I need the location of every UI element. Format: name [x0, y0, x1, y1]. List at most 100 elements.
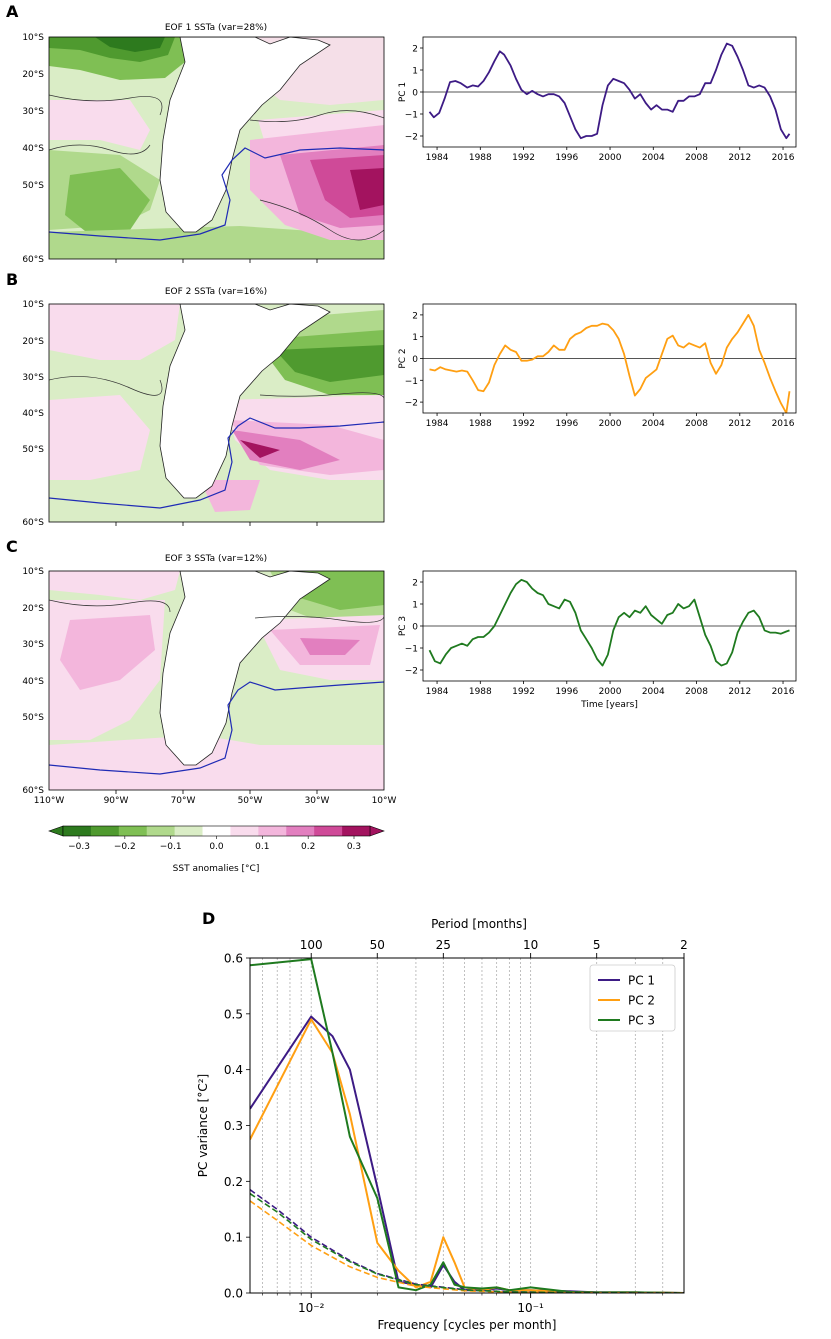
- x-axis-label: Frequency [cycles per month]: [378, 1318, 557, 1332]
- x-tick-label: 2012: [728, 687, 751, 697]
- x-tick-label: 2008: [685, 153, 708, 163]
- x-tick-label: 1996: [555, 687, 578, 697]
- y-tick-label: −2: [405, 667, 418, 677]
- map-c: EOF 3 SSTa (var=12%): [48, 554, 385, 791]
- legend-label: PC 2: [628, 994, 655, 1008]
- legend-label: PC 1: [628, 974, 655, 988]
- colorbar-label: SST anomalies [°C]: [173, 864, 260, 874]
- x-tick-label: 1988: [469, 687, 492, 697]
- y-tick-label: −2: [405, 133, 418, 143]
- legend-frame: [589, 964, 676, 1032]
- map-b: EOF 2 SSTa (var=16%): [48, 287, 385, 523]
- panel-letter-a: A: [6, 2, 19, 21]
- y-tick-label: 2: [412, 45, 418, 55]
- x-tick-label: 1992: [512, 419, 535, 429]
- colorbar-swatch: [146, 826, 175, 836]
- pc2-timeseries: −2 −1 0 1 2 1984 1988 1992 1996 2000 2004 2008 2012 2…: [398, 303, 797, 429]
- lat-tick: 30°S: [22, 373, 44, 383]
- y-tick-label: 0.6: [224, 952, 243, 966]
- y-tick-label: −1: [405, 645, 418, 655]
- series-line: [428, 42, 791, 140]
- map-c-title: EOF 3 SSTa (var=12%): [165, 554, 267, 564]
- x-tick-label: 2004: [642, 153, 665, 163]
- x-tick-label: 2012: [728, 419, 751, 429]
- lat-tick: 60°S: [22, 518, 44, 528]
- colorbar-swatch: [118, 826, 148, 836]
- lat-tick: 50°S: [22, 445, 44, 455]
- y-tick-label: 1: [412, 601, 418, 611]
- colorbar-tick-label: 0.1: [255, 842, 269, 852]
- lat-tick: 20°S: [22, 70, 44, 80]
- x-tick-label: 2012: [728, 153, 751, 163]
- x-tick-label: 1984: [426, 153, 449, 163]
- top-tick-label: 2: [680, 938, 688, 952]
- x-tick-label: 2016: [772, 153, 795, 163]
- lat-tick: 50°S: [22, 181, 44, 191]
- legend: PC 1 PC 2 PC 3: [589, 964, 676, 1032]
- top-tick-label: 100: [300, 938, 323, 952]
- x-tick-label: 2000: [599, 153, 622, 163]
- colorbar-extend-low: [48, 825, 64, 837]
- y-tick-label: −1: [405, 111, 418, 121]
- y-axis-label: PC 2: [398, 348, 408, 368]
- colorbar-tick-label: 0.2: [301, 842, 315, 852]
- colorbar: −0.3 −0.2 −0.1 0.0 0.1 0.2 0.3: [48, 825, 385, 852]
- pc-variance-spectrum: 0.0 0.1 0.2 0.3 0.4 0.5 0.6 PC variance [°C²] 10…: [196, 917, 688, 1332]
- top-axis-label: Period [months]: [431, 917, 527, 931]
- x-tick-label: 1988: [469, 419, 492, 429]
- x-axis-label: Time [years]: [580, 700, 638, 710]
- y-tick-label: 2: [412, 311, 418, 321]
- y-axis-label: PC 1: [398, 82, 408, 102]
- x-tick-label: 1992: [512, 153, 535, 163]
- lat-tick: 60°S: [22, 786, 44, 796]
- colorbar-swatch: [174, 826, 203, 836]
- colorbar-tick-label: 0.3: [347, 842, 361, 852]
- y-tick-label: 0.0: [224, 1287, 243, 1301]
- lat-tick: 40°S: [22, 409, 44, 419]
- y-tick-label: 2: [412, 579, 418, 589]
- x-tick-label: 2004: [642, 419, 665, 429]
- map-lat-ticks: 10°S 20°S 30°S 40°S 50°S 60°S 10°S 20°S …: [22, 33, 44, 796]
- y-tick-label: −1: [405, 377, 418, 387]
- x-tick-label: 2016: [772, 419, 795, 429]
- lat-tick: 60°S: [22, 255, 44, 265]
- panel-letter-d: D: [202, 909, 215, 928]
- x-tick-label: 1984: [426, 687, 449, 697]
- x-tick-label: 2000: [599, 419, 622, 429]
- lat-tick: 10°S: [22, 567, 44, 577]
- x-tick-label: 2008: [685, 419, 708, 429]
- lon-tick: 50°W: [238, 796, 263, 806]
- y-tick-label: 1: [412, 67, 418, 77]
- map-a-title: EOF 1 SSTa (var=28%): [165, 23, 267, 33]
- legend-label: PC 3: [628, 1014, 655, 1028]
- series-line: [429, 313, 791, 413]
- x-tick-label: 1996: [555, 153, 578, 163]
- y-tick-label: 0.3: [224, 1119, 243, 1133]
- lon-tick: 10°W: [372, 796, 397, 806]
- lat-tick: 30°S: [22, 107, 44, 117]
- y-axis-label: PC 3: [398, 616, 408, 636]
- y-tick-label: 0: [412, 89, 418, 99]
- colorbar-swatch: [286, 826, 315, 836]
- y-tick-label: 0.1: [224, 1231, 243, 1245]
- lat-tick: 20°S: [22, 337, 44, 347]
- top-tick-label: 50: [370, 938, 385, 952]
- lon-tick: 70°W: [171, 796, 196, 806]
- top-tick-label: 10: [523, 938, 538, 952]
- lat-tick: 40°S: [22, 144, 44, 154]
- lat-tick: 10°S: [22, 300, 44, 310]
- red-noise-line: [250, 1192, 684, 1293]
- colorbar-swatch: [342, 826, 371, 836]
- map-b-title: EOF 2 SSTa (var=16%): [165, 287, 267, 297]
- top-tick-label: 5: [593, 938, 601, 952]
- x-tick-label: 10⁻¹: [517, 1301, 544, 1315]
- x-tick-label: 2008: [685, 687, 708, 697]
- colorbar-tick-label: −0.1: [160, 842, 182, 852]
- map-lon-ticks: 110°W 90°W 70°W 50°W 30°W 10°W: [34, 796, 397, 806]
- lon-tick: 30°W: [305, 796, 330, 806]
- map-tick-marks: [115, 259, 318, 794]
- y-tick-label: 0: [412, 355, 418, 365]
- lon-tick: 110°W: [34, 796, 65, 806]
- y-tick-label: 0: [412, 623, 418, 633]
